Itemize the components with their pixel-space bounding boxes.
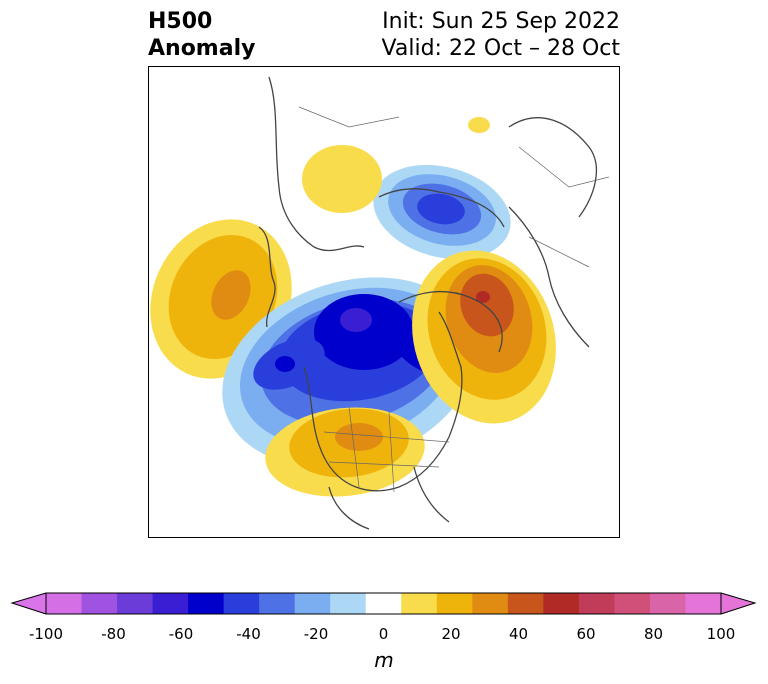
- colorbar-cell: [188, 593, 225, 614]
- colorbar-cell: [614, 593, 651, 614]
- anomaly-aleutian-high: [150, 219, 292, 379]
- colorbar-tick-label: -60: [168, 625, 194, 643]
- colorbar-cell: [401, 593, 438, 614]
- anomaly-map: [148, 66, 620, 538]
- colorbar-cell: [543, 593, 580, 614]
- colorbar-overflow: [721, 593, 755, 614]
- colorbar-cell: [81, 593, 118, 614]
- init-date: Init: Sun 25 Sep 2022: [382, 9, 620, 34]
- map-title: H500 Anomaly: [148, 8, 255, 62]
- anomaly-siberia-high: [302, 145, 382, 213]
- colorbar-cell: [46, 593, 83, 614]
- colorbar-cell: [436, 593, 473, 614]
- colorbar: [10, 592, 757, 615]
- borders: [298, 106, 610, 493]
- colorbar-tick-label: 40: [508, 625, 529, 643]
- anomaly-arctic-low: [222, 277, 476, 467]
- colorbar-tick-label: 80: [643, 625, 664, 643]
- colorbar-cell: [685, 593, 722, 614]
- title-variable: H500: [148, 9, 213, 34]
- colorbar-outline: [45, 592, 722, 615]
- colorbar-underflow: [12, 593, 46, 614]
- colorbar-cell: [472, 593, 509, 614]
- colorbar-cell: [152, 593, 189, 614]
- colorbar-cell: [649, 593, 686, 614]
- colorbar-cell: [294, 593, 331, 614]
- colorbar-cell: [507, 593, 544, 614]
- colorbar-cell: [365, 593, 402, 614]
- colorbar-tick-label: 0: [378, 625, 389, 643]
- colorbar-tick-label: -20: [303, 625, 329, 643]
- valid-range: Valid: 22 Oct – 28 Oct: [381, 36, 620, 61]
- anomaly-north-america-high: [265, 407, 425, 497]
- map-canvas: [150, 76, 610, 530]
- colorbar-cell: [330, 593, 367, 614]
- colorbar-tick-label: -80: [101, 625, 126, 643]
- colorbar-tick-label: -100: [28, 625, 64, 643]
- colorbar-tick-label: -40: [236, 625, 261, 643]
- colorbar-tick-label: 20: [441, 625, 461, 643]
- colorbar-tick-label: 60: [576, 625, 596, 643]
- coastlines: [258, 76, 597, 530]
- colorbar-cell: [117, 593, 154, 614]
- colorbar-tick-label: 100: [706, 625, 736, 643]
- title-field: Anomaly: [148, 36, 256, 61]
- colorbar-unit: m: [374, 648, 394, 672]
- colorbar-cell: [578, 593, 615, 614]
- colorbar-cell: [223, 593, 260, 614]
- colorbar-cell: [259, 593, 296, 614]
- forecast-info: Init: Sun 25 Sep 2022 Valid: 22 Oct – 28…: [382, 8, 620, 62]
- anomaly-small-high: [468, 117, 490, 133]
